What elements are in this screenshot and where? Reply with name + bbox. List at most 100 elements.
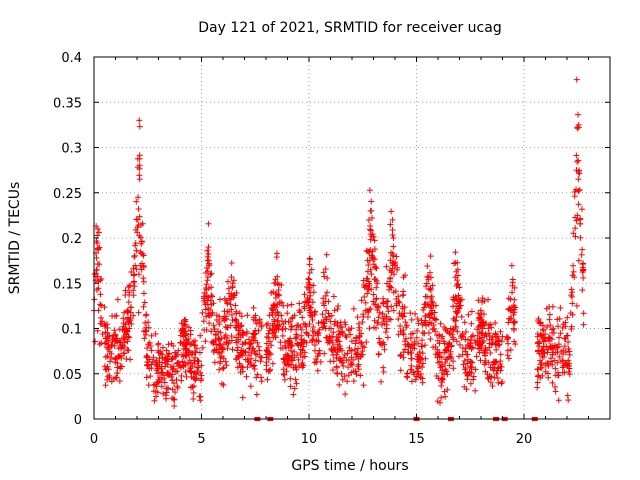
data-point	[458, 296, 465, 303]
data-point	[224, 300, 231, 307]
data-point	[286, 338, 293, 345]
data-point	[324, 275, 331, 282]
data-point	[333, 337, 340, 344]
data-point	[238, 322, 245, 329]
data-point	[386, 267, 393, 274]
data-point	[204, 277, 211, 284]
data-point	[159, 351, 166, 358]
data-point	[203, 327, 210, 334]
data-point	[412, 310, 419, 317]
data-point	[574, 212, 581, 219]
data-point	[251, 366, 258, 373]
data-point	[511, 327, 518, 334]
data-point	[335, 303, 342, 310]
data-point	[95, 246, 102, 253]
data-point	[216, 366, 223, 373]
data-point	[204, 253, 211, 260]
data-point	[197, 332, 204, 339]
data-point	[376, 309, 383, 316]
data-point	[93, 287, 100, 294]
data-point	[274, 322, 281, 329]
data-point	[273, 325, 280, 332]
data-point	[311, 359, 318, 366]
data-point	[136, 232, 143, 239]
data-point	[575, 201, 582, 208]
data-point	[151, 397, 158, 404]
data-point	[408, 350, 415, 357]
data-point	[568, 326, 575, 333]
data-point	[185, 324, 192, 331]
data-point	[182, 321, 189, 328]
data-point	[503, 333, 510, 340]
data-point	[401, 304, 408, 311]
data-point	[364, 257, 371, 264]
data-point	[365, 262, 372, 269]
data-point	[371, 317, 378, 324]
data-point	[329, 339, 336, 346]
data-point	[557, 304, 564, 311]
data-point	[133, 198, 140, 205]
data-point	[99, 318, 106, 325]
data-point	[125, 299, 132, 306]
data-point	[393, 302, 400, 309]
data-point	[281, 371, 288, 378]
data-point	[232, 302, 239, 309]
data-point	[472, 387, 479, 394]
data-point	[236, 353, 243, 360]
data-point	[416, 363, 423, 370]
data-point	[229, 280, 236, 287]
data-point	[267, 351, 274, 358]
data-point	[364, 307, 371, 314]
data-point	[331, 321, 338, 328]
data-point	[319, 311, 326, 318]
data-point	[476, 337, 483, 344]
data-point	[161, 375, 168, 382]
data-point	[205, 244, 212, 251]
data-point	[402, 335, 409, 342]
data-point	[185, 360, 192, 367]
data-point	[505, 340, 512, 347]
data-point	[560, 321, 567, 328]
data-point	[432, 343, 439, 350]
data-point	[356, 324, 363, 331]
data-point	[366, 325, 373, 332]
data-point	[509, 304, 516, 311]
data-point	[336, 355, 343, 362]
data-point	[575, 157, 582, 164]
data-point	[206, 320, 213, 327]
data-point	[439, 333, 446, 340]
data-point	[343, 334, 350, 341]
data-point	[250, 363, 257, 370]
data-point	[448, 331, 455, 338]
data-point	[545, 374, 552, 381]
data-point	[427, 253, 434, 260]
data-point	[498, 338, 505, 345]
data-point	[505, 355, 512, 362]
data-point	[254, 371, 261, 378]
data-point	[291, 348, 298, 355]
data-point	[468, 359, 475, 366]
data-point	[263, 340, 270, 347]
data-point	[152, 330, 159, 337]
data-point	[251, 331, 258, 338]
data-point	[444, 356, 451, 363]
data-point	[264, 320, 271, 327]
data-point	[488, 341, 495, 348]
data-point	[564, 314, 571, 321]
data-point	[235, 323, 242, 330]
data-point	[363, 275, 370, 282]
data-point	[458, 333, 465, 340]
data-point	[187, 331, 194, 338]
data-point	[321, 320, 328, 327]
data-point	[205, 260, 212, 267]
data-point	[446, 340, 453, 347]
data-point	[247, 383, 254, 390]
data-point	[217, 340, 224, 347]
data-point	[258, 323, 265, 330]
data-point	[495, 337, 502, 344]
data-point	[579, 287, 586, 294]
data-point	[268, 289, 275, 296]
y-tick-label: 0.2	[61, 232, 82, 247]
data-point	[535, 366, 542, 373]
data-point	[187, 384, 194, 391]
